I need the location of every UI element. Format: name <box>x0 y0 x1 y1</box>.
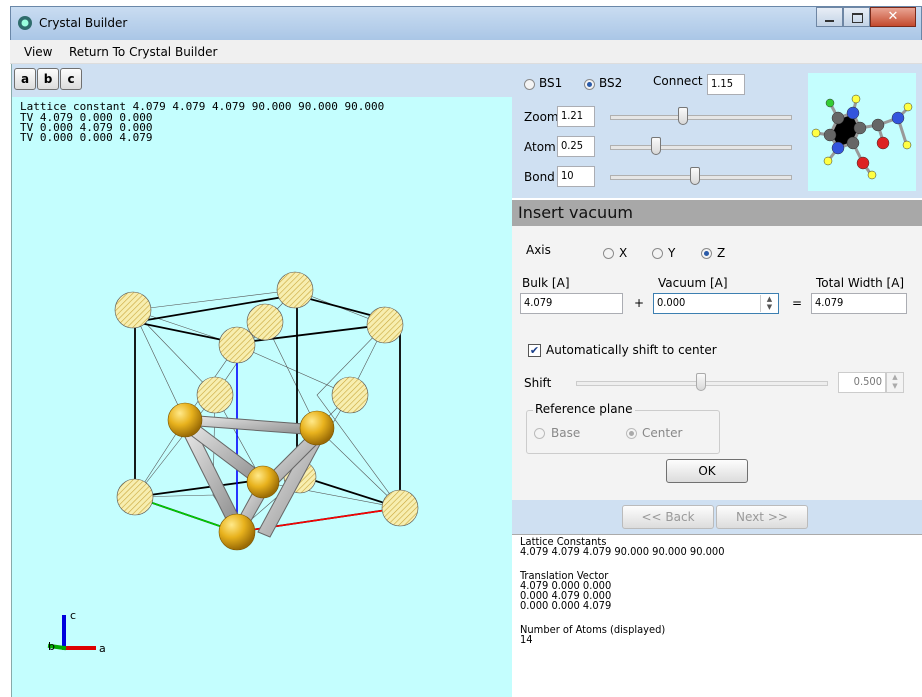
menu-bar: View Return To Crystal Builder <box>10 40 922 64</box>
basis-radio[interactable] <box>584 79 595 90</box>
window-title: Crystal Builder <box>39 16 127 30</box>
shift-label: Shift <box>524 376 551 390</box>
axis-radio[interactable] <box>701 248 712 259</box>
spin-buttons: ▲▼ <box>886 372 904 393</box>
reference-radio <box>534 428 545 439</box>
slider-input[interactable]: 0.25 <box>557 136 595 157</box>
slider-thumb[interactable] <box>651 137 661 155</box>
slider-thumb[interactable] <box>678 107 688 125</box>
slider-label: Atom <box>524 140 556 154</box>
basis-label: BS2 <box>599 76 622 90</box>
viewer-toolbar: a b c <box>12 64 512 97</box>
reference-option: Base <box>551 426 580 440</box>
basis-radio[interactable] <box>524 79 535 90</box>
output-line: 0.000 0.000 4.079 <box>520 601 611 611</box>
vacuum-label: Vacuum [A] <box>658 276 728 290</box>
slider-input[interactable]: 10 <box>557 166 595 187</box>
back-button: << Back <box>622 505 714 529</box>
reference-label: Reference plane <box>533 402 635 416</box>
ok-button[interactable]: OK <box>666 459 748 483</box>
basis-label: BS1 <box>539 76 562 90</box>
total-input: 4.079 <box>811 293 907 314</box>
page: Crystal Builder ✕ View Return To Crystal… <box>0 0 922 697</box>
close-button[interactable]: ✕ <box>870 7 916 27</box>
slider-label: Bond <box>524 170 555 184</box>
shift-thumb <box>696 373 706 391</box>
section-header: Insert vacuum <box>512 200 922 226</box>
axis-label: Axis <box>526 243 551 257</box>
section-title: Insert vacuum <box>518 203 633 222</box>
slider-label: Zoom <box>524 110 559 124</box>
output-line: 14 <box>520 635 533 645</box>
connect-input[interactable]: 1.15 <box>707 74 745 95</box>
connect-label: Connect <box>653 74 703 88</box>
window-border <box>0 64 12 697</box>
axis-label: a <box>99 642 106 655</box>
slider-track <box>610 175 792 180</box>
axis-label: c <box>70 609 76 622</box>
spin-buttons[interactable]: ▲▼ <box>760 295 778 312</box>
slider-input[interactable]: 1.21 <box>557 106 595 127</box>
bulk-label: Bulk [A] <box>522 276 570 290</box>
app-icon <box>17 15 33 31</box>
axis-button[interactable]: b <box>37 68 59 90</box>
total-label: Total Width [A] <box>816 276 904 290</box>
shift-input: 0.500 <box>838 372 886 393</box>
minimize-button[interactable] <box>816 7 843 27</box>
axis-radio[interactable] <box>652 248 663 259</box>
auto-shift-checkbox[interactable]: ✔ <box>528 344 541 357</box>
molecule-preview <box>808 73 916 191</box>
axis-button[interactable]: c <box>60 68 82 90</box>
axis-button[interactable]: a <box>14 68 36 90</box>
title-bar: Crystal Builder ✕ <box>10 6 922 40</box>
equals-sign: = <box>792 296 802 310</box>
navigation-bar: << Back Next >> <box>512 500 922 534</box>
menu-return[interactable]: Return To Crystal Builder <box>69 45 217 59</box>
axis-label: b <box>48 640 55 653</box>
reference-option: Center <box>642 426 682 440</box>
slider-track <box>610 145 792 150</box>
output-heading: Number of Atoms (displayed) <box>520 625 665 635</box>
axis-option: X <box>619 246 627 260</box>
axis-option: Y <box>668 246 675 260</box>
crystal-model: c b a <box>12 97 512 697</box>
slider-track <box>610 115 792 120</box>
maximize-button[interactable] <box>843 7 870 27</box>
next-button: Next >> <box>716 505 808 529</box>
reference-radio <box>626 428 637 439</box>
axis-radio[interactable] <box>603 248 614 259</box>
output-panel <box>512 534 922 697</box>
axis-option: Z <box>717 246 725 260</box>
slider-thumb[interactable] <box>690 167 700 185</box>
bulk-input[interactable]: 4.079 <box>520 293 623 314</box>
plus-sign: + <box>634 296 644 310</box>
menu-view[interactable]: View <box>24 45 52 59</box>
auto-shift-label: Automatically shift to center <box>546 343 717 357</box>
output-line: 4.079 4.079 4.079 90.000 90.000 90.000 <box>520 547 725 557</box>
